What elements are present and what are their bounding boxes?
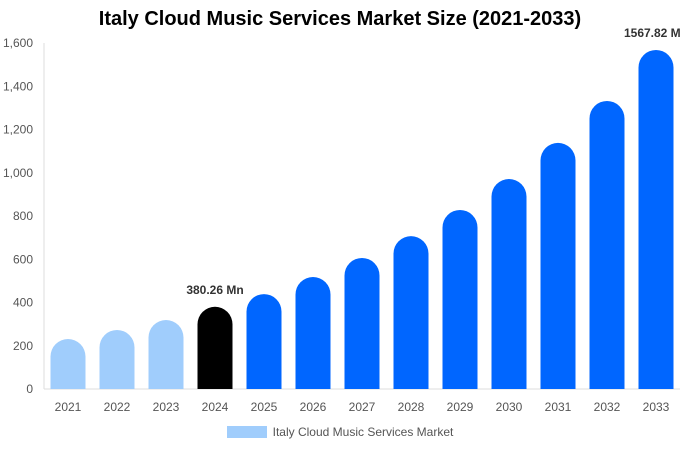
y-tick-label: 600 [13,252,33,266]
x-tick-label: 2033 [643,400,670,414]
y-tick-label: 1,400 [3,79,33,93]
bar-2021 [50,339,86,389]
x-tick-label: 2029 [447,400,474,414]
bar-2031 [540,142,576,389]
y-tick-label: 1,600 [3,36,33,50]
y-tick-label: 1,200 [3,123,33,137]
data-label: 380.26 Mn [186,283,243,297]
bar-2024 [197,306,233,389]
bar-2022 [99,329,135,389]
bar-2023 [148,320,184,389]
x-tick-label: 2026 [300,400,327,414]
bar-2033 [638,49,674,389]
y-tick-label: 200 [13,339,33,353]
x-tick-label: 2022 [104,400,131,414]
bar-2032 [589,100,625,389]
x-tick-label: 2024 [202,400,229,414]
x-tick-label: 2023 [153,400,180,414]
bar-2027 [344,257,380,389]
legend-swatch [226,426,267,438]
x-tick-label: 2027 [349,400,376,414]
legend-label: Italy Cloud Music Services Market [272,425,454,439]
x-tick-label: 2028 [398,400,425,414]
y-tick-label: 1,000 [3,166,33,180]
x-tick-label: 2032 [594,400,621,414]
legend: Italy Cloud Music Services Market [0,425,680,439]
x-tick-label: 2021 [55,400,82,414]
x-tick-label: 2031 [545,400,572,414]
bar-2030 [491,179,527,389]
y-tick-label: 0 [26,382,33,396]
bar-2025 [246,294,282,389]
x-tick-label: 2030 [496,400,523,414]
y-tick-label: 400 [13,296,33,310]
chart-title: Italy Cloud Music Services Market Size (… [98,8,582,30]
bar-2029 [442,209,478,389]
y-tick-label: 800 [13,209,33,223]
x-tick-label: 2025 [251,400,278,414]
data-label: 1567.82 Mn [624,26,680,40]
bar-2026 [295,276,331,389]
bar-2028 [393,236,429,389]
